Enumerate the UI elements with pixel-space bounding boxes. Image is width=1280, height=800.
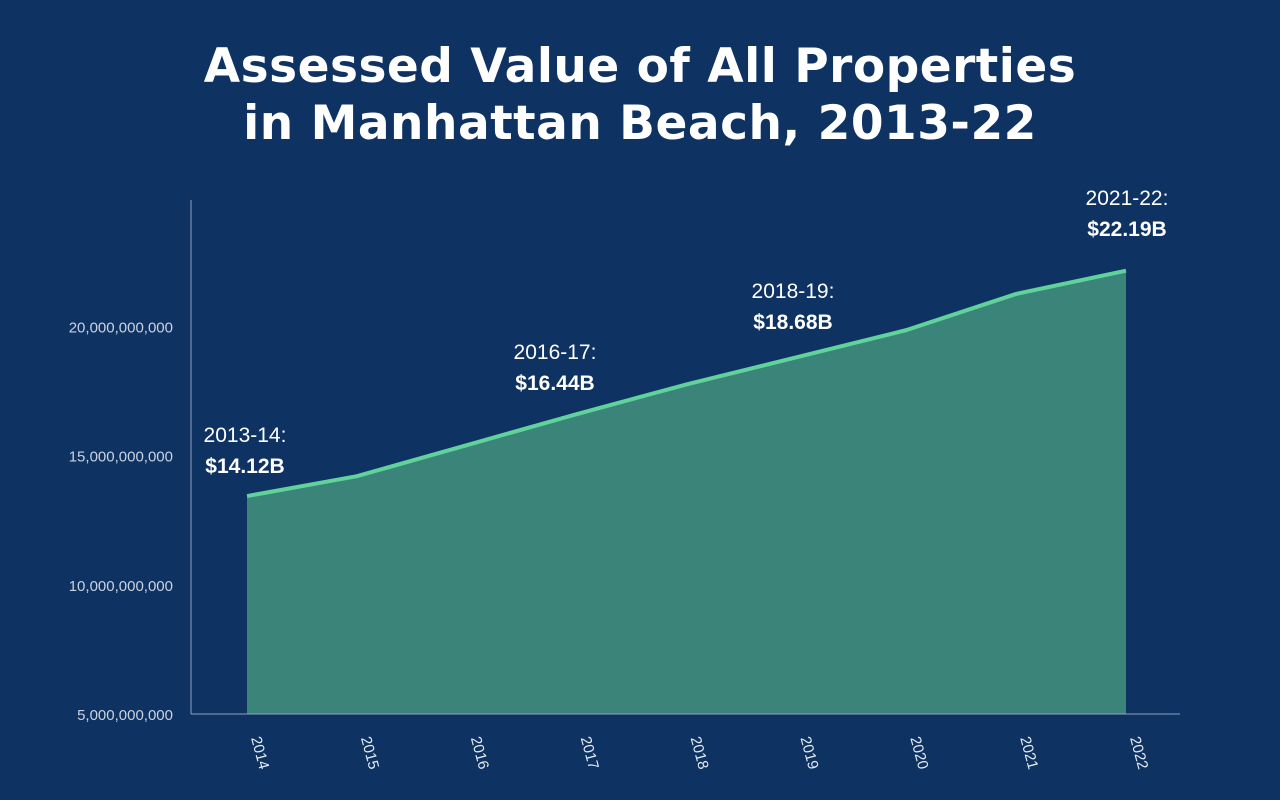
y-tick-label: 20,000,000,000 [69, 319, 173, 336]
x-tick-label: 2022 [1126, 735, 1151, 772]
annotation-2021-22: 2021-22: $22.19B [1072, 183, 1182, 245]
chart-title: Assessed Value of All Properties in Manh… [0, 38, 1280, 152]
annotation-2018-19: 2018-19: $18.68B [738, 276, 848, 338]
x-tick-label: 2019 [797, 735, 822, 772]
annotation-label: 2021-22: [1085, 187, 1169, 210]
y-tick-label: 5,000,000,000 [77, 707, 173, 724]
x-tick-label: 2017 [577, 735, 602, 772]
annotation-2013-14: 2013-14: $14.12B [190, 420, 300, 482]
annotation-label: 2016-17: [513, 341, 597, 364]
x-tick-label: 2020 [906, 735, 931, 772]
area-fill [247, 270, 1126, 714]
annotation-value: $18.68B [753, 311, 833, 334]
annotation-value: $14.12B [205, 455, 285, 478]
x-tick-label: 2016 [467, 735, 492, 772]
x-tick-label: 2015 [357, 735, 382, 772]
annotation-value: $16.44B [515, 372, 595, 395]
x-tick-label: 2018 [687, 735, 712, 772]
annotation-2016-17: 2016-17: $16.44B [500, 337, 610, 399]
annotation-label: 2013-14: [203, 424, 287, 447]
chart-title-line-2: in Manhattan Beach, 2013-22 [243, 96, 1037, 151]
annotation-label: 2018-19: [751, 280, 835, 303]
x-tick-label: 2014 [247, 735, 272, 772]
y-tick-label: 15,000,000,000 [69, 449, 173, 466]
chart-title-line-1: Assessed Value of All Properties [203, 39, 1077, 94]
x-tick-label: 2021 [1016, 735, 1041, 772]
y-tick-label: 10,000,000,000 [69, 578, 173, 595]
annotation-value: $22.19B [1087, 218, 1167, 241]
